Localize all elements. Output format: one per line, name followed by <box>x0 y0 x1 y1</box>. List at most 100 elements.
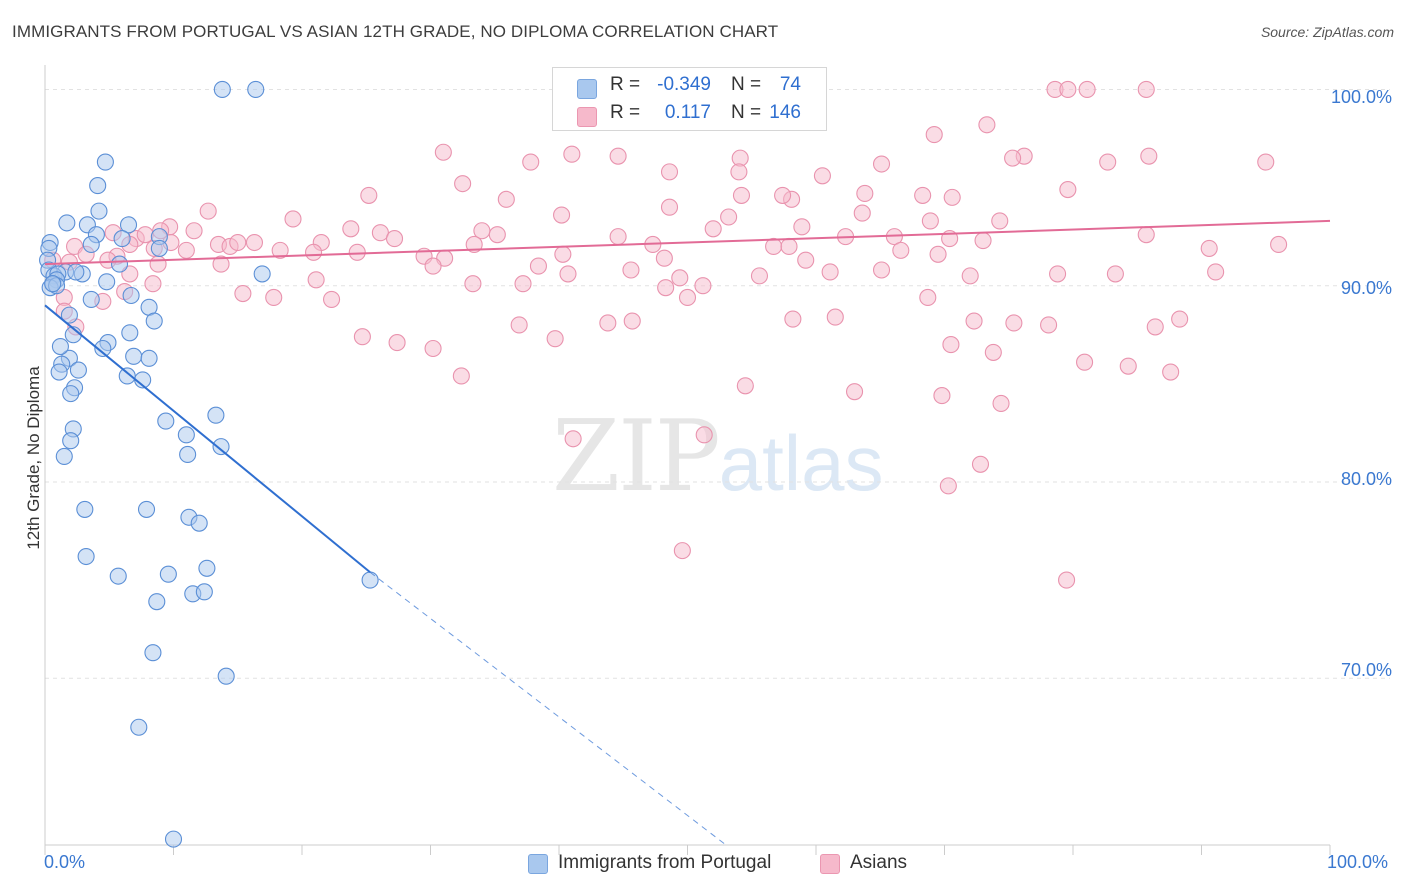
portugal-point <box>62 385 80 403</box>
chart-title: IMMIGRANTS FROM PORTUGAL VS ASIAN 12TH G… <box>12 22 779 41</box>
watermark-atlas: atlas <box>718 419 884 507</box>
asians-point <box>1076 353 1094 371</box>
x-tick-label-max: 100.0% <box>1327 852 1389 872</box>
asians-point <box>765 237 783 255</box>
asians-point <box>305 243 323 261</box>
asians-point <box>845 383 864 401</box>
legend-n-value: 146 <box>769 102 801 123</box>
asians-point <box>921 212 939 230</box>
asians-point <box>522 153 540 171</box>
asians-point <box>1207 263 1225 281</box>
asians-point <box>529 257 547 275</box>
asians-point <box>121 265 139 283</box>
legend-swatch-portugal <box>577 79 597 99</box>
asians-point <box>933 387 951 405</box>
asians-point <box>678 288 697 307</box>
portugal-point <box>110 255 129 273</box>
portugal-point <box>122 286 140 305</box>
asians-point <box>1119 357 1137 375</box>
asians-point <box>234 284 252 303</box>
asians-point <box>736 377 754 395</box>
asians-point <box>1059 180 1077 199</box>
asians-point <box>892 241 910 259</box>
asians-point <box>704 220 722 238</box>
asians-point <box>1058 571 1076 589</box>
asians-point <box>853 204 871 222</box>
asians-point <box>984 343 1002 361</box>
asians-point <box>424 339 442 358</box>
portugal-point <box>58 214 76 232</box>
asians-point <box>872 155 891 173</box>
asians-point <box>660 163 679 181</box>
asians-point <box>323 290 341 308</box>
asians-point <box>623 312 641 330</box>
asians-point <box>497 190 515 208</box>
asians-point <box>342 220 360 238</box>
portugal-point <box>118 367 136 385</box>
asians-point <box>245 233 264 252</box>
asians-point <box>720 208 738 226</box>
asians-point <box>546 330 564 348</box>
y-tick-label-70: 70.0% <box>1340 660 1392 680</box>
portugal-point <box>82 290 100 308</box>
asians-point <box>1270 235 1288 254</box>
portugal-point <box>69 361 87 379</box>
legend-r-value: 0.117 <box>664 102 711 123</box>
x-tick-label-min: 0.0% <box>44 852 86 872</box>
asians-point <box>671 269 689 287</box>
asians-point <box>943 188 961 206</box>
asians-point <box>673 542 691 560</box>
portugal-point <box>177 426 195 444</box>
portugal-point <box>113 230 131 248</box>
asians-point <box>660 198 679 216</box>
portugal-point <box>195 583 213 601</box>
asians-point <box>974 232 992 250</box>
asians-point <box>1059 80 1077 98</box>
portugal-trend-line <box>44 304 371 573</box>
asians-point <box>271 241 289 259</box>
asians-point <box>1257 153 1275 171</box>
asians-point <box>694 277 712 295</box>
portugal-point <box>60 306 78 324</box>
asians-point <box>1005 314 1023 332</box>
portugal-point <box>361 571 379 589</box>
asians-point <box>730 163 748 181</box>
asians-point <box>813 167 831 185</box>
asians-point <box>872 261 891 279</box>
asians-point <box>695 426 713 444</box>
asians-point <box>388 334 406 352</box>
asians-point <box>925 126 943 144</box>
asians-point <box>992 394 1010 412</box>
axes <box>44 65 1331 855</box>
portugal-point <box>44 275 62 293</box>
asians-point <box>1106 265 1124 283</box>
portugal-point <box>217 667 235 685</box>
asians-point <box>1146 318 1164 336</box>
portugal-point <box>90 202 108 220</box>
asians-point <box>732 186 751 204</box>
portugal-point <box>212 438 230 456</box>
asians-point <box>564 430 582 448</box>
asians-point <box>1049 265 1067 283</box>
asians-point <box>1040 316 1058 334</box>
asians-point <box>609 228 627 246</box>
asians-point <box>914 186 932 204</box>
portugal-point <box>89 177 107 195</box>
asians-point <box>965 312 983 330</box>
asians-point <box>793 218 811 236</box>
bottom-legend-label-asians: Asians <box>850 852 908 873</box>
y-tick-label-80: 80.0% <box>1340 469 1392 489</box>
portugal-point <box>96 153 114 171</box>
portugal-point <box>179 445 197 464</box>
asians-point <box>510 316 528 334</box>
asians-point <box>434 143 452 161</box>
asians-point <box>1004 149 1022 167</box>
asians-point <box>284 210 302 228</box>
legend-row-portugal: R = -0.349 N = 74 <box>553 72 826 102</box>
asians-point <box>750 267 769 285</box>
portugal-point <box>94 339 112 358</box>
portugal-point <box>150 239 168 257</box>
portugal-point <box>247 80 265 98</box>
asians-point <box>348 243 366 261</box>
asians-point <box>991 212 1009 230</box>
